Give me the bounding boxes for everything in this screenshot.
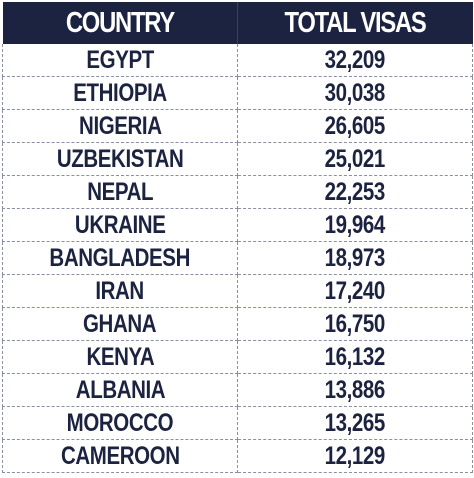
country-cell: KENYA	[2, 340, 238, 374]
visa-count: 32,209	[324, 45, 386, 74]
country-cell: EGYPT	[2, 44, 238, 77]
country-cell: ETHIOPIA	[2, 76, 238, 110]
country-name: KENYA	[86, 342, 154, 371]
table-row: BANGLADESH 18,973	[2, 241, 473, 275]
table-row: NIGERIA 26,605	[2, 109, 473, 143]
visa-count: 22,253	[324, 177, 386, 206]
header-country-label: COUNTRY	[65, 6, 175, 39]
table-row: CAMEROON 12,129	[2, 439, 473, 473]
header-row: COUNTRY TOTAL VISAS	[2, 2, 473, 44]
visas-cell: 25,021	[237, 142, 473, 176]
country-name: CAMEROON	[60, 441, 180, 470]
visas-cell: 19,964	[237, 208, 473, 242]
visa-count: 17,240	[324, 276, 386, 305]
visa-table: COUNTRY TOTAL VISAS EGYPT 32,209 ETHIOPI…	[2, 2, 473, 473]
table-row: KENYA 16,132	[2, 340, 473, 374]
country-cell: CAMEROON	[2, 439, 238, 473]
country-name: ALBANIA	[75, 375, 165, 404]
country-name: IRAN	[95, 276, 145, 305]
country-name: NEPAL	[87, 177, 153, 206]
visas-cell: 12,129	[237, 439, 473, 473]
visa-count: 12,129	[324, 441, 386, 470]
visas-cell: 16,750	[237, 307, 473, 341]
visas-cell: 32,209	[237, 44, 473, 77]
visas-cell: 16,132	[237, 340, 473, 374]
header-total-visas-label: TOTAL VISAS	[284, 6, 427, 39]
country-cell: UKRAINE	[2, 208, 238, 242]
country-name: UZBEKISTAN	[56, 144, 184, 173]
country-name: UKRAINE	[74, 210, 166, 239]
country-cell: ALBANIA	[2, 373, 238, 407]
table-row: MOROCCO 13,265	[2, 406, 473, 440]
country-name: GHANA	[83, 309, 157, 338]
visa-count: 30,038	[324, 78, 386, 107]
visa-count: 26,605	[324, 111, 386, 140]
visas-cell: 26,605	[237, 109, 473, 143]
table-row: EGYPT 32,209	[2, 44, 473, 77]
visa-count: 25,021	[324, 144, 386, 173]
country-name: ETHIOPIA	[73, 78, 167, 107]
visa-count: 18,973	[324, 243, 386, 272]
table-row: IRAN 17,240	[2, 274, 473, 308]
table-row: UKRAINE 19,964	[2, 208, 473, 242]
table-row: UZBEKISTAN 25,021	[2, 142, 473, 176]
country-cell: NEPAL	[2, 175, 238, 209]
visas-cell: 18,973	[237, 241, 473, 275]
country-cell: MOROCCO	[2, 406, 238, 440]
header-country: COUNTRY	[2, 2, 238, 44]
visa-count: 13,265	[324, 408, 386, 437]
table-row: ALBANIA 13,886	[2, 373, 473, 407]
country-cell: UZBEKISTAN	[2, 142, 238, 176]
table-body: EGYPT 32,209 ETHIOPIA 30,038 NIGERIA 26,…	[2, 44, 473, 473]
visas-cell: 22,253	[237, 175, 473, 209]
header-total-visas: TOTAL VISAS	[237, 2, 473, 44]
table-row: ETHIOPIA 30,038	[2, 76, 473, 110]
country-name: NIGERIA	[78, 111, 162, 140]
country-name: EGYPT	[86, 45, 154, 74]
visas-cell: 13,886	[237, 373, 473, 407]
visa-count: 16,750	[324, 309, 386, 338]
visa-count: 19,964	[324, 210, 386, 239]
visas-cell: 30,038	[237, 76, 473, 110]
country-cell: IRAN	[2, 274, 238, 308]
country-cell: NIGERIA	[2, 109, 238, 143]
country-name: MOROCCO	[66, 408, 174, 437]
visa-count: 13,886	[324, 375, 386, 404]
table-row: GHANA 16,750	[2, 307, 473, 341]
country-cell: BANGLADESH	[2, 241, 238, 275]
table-header: COUNTRY TOTAL VISAS	[2, 2, 473, 44]
table-row: NEPAL 22,253	[2, 175, 473, 209]
country-cell: GHANA	[2, 307, 238, 341]
visa-count: 16,132	[324, 342, 386, 371]
country-name: BANGLADESH	[49, 243, 191, 272]
visas-cell: 17,240	[237, 274, 473, 308]
visas-cell: 13,265	[237, 406, 473, 440]
